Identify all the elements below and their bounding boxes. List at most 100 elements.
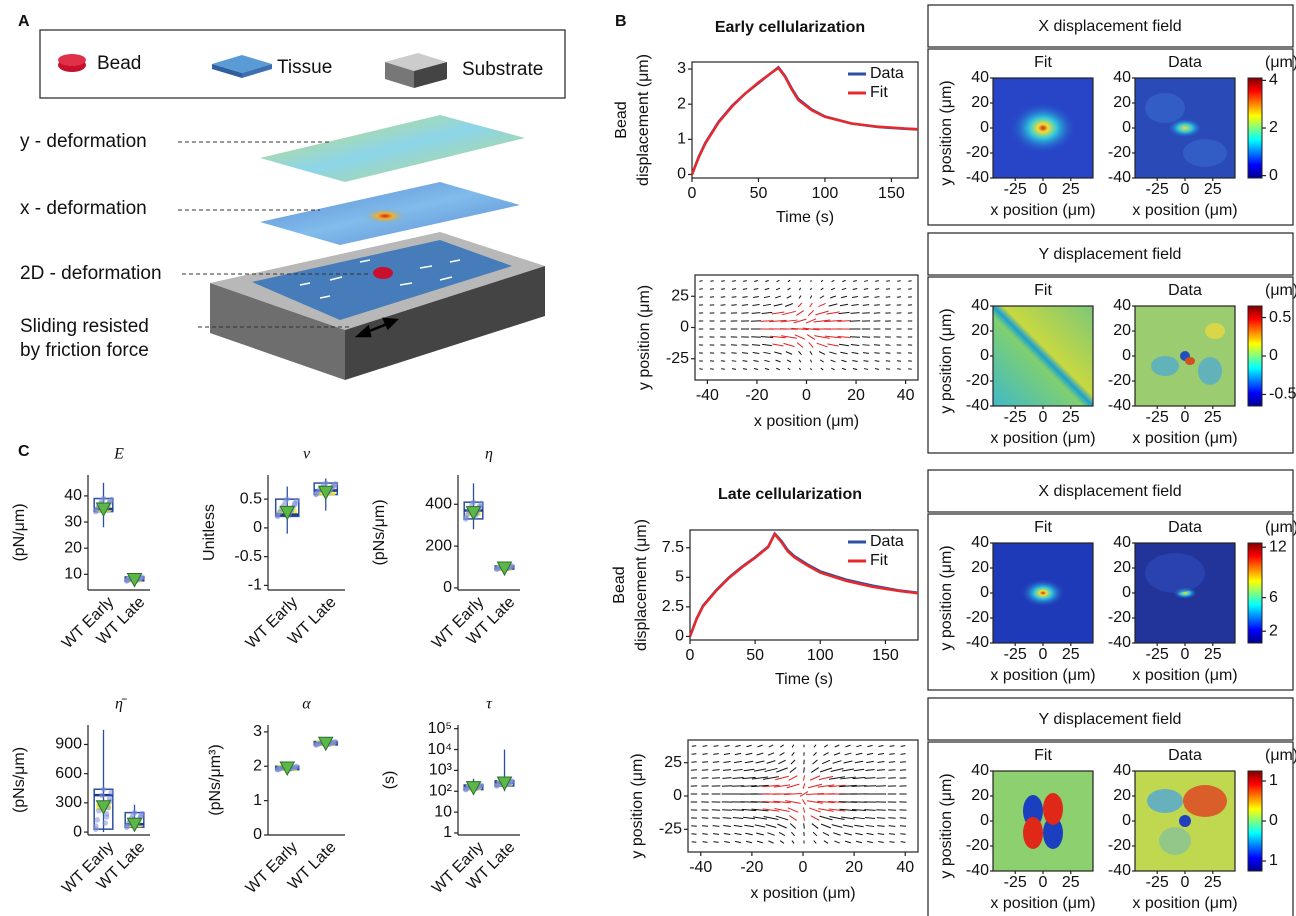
vector (889, 826, 896, 827)
vector (807, 335, 815, 340)
vector (732, 361, 737, 362)
vector (850, 337, 860, 338)
vector (863, 297, 868, 298)
vector (823, 832, 829, 835)
y-axis-label: y position (μm) (629, 753, 646, 858)
y-axis-label: y position (μm) (938, 80, 955, 185)
heatmap-image (993, 306, 1093, 406)
y-tick-label: 20 (1113, 559, 1131, 576)
heatmap-spot (1145, 93, 1185, 123)
y-tick-label: 7.5 (662, 539, 684, 556)
vector (692, 754, 697, 755)
colorbar-tick-label: 2 (1269, 622, 1278, 639)
vector (776, 768, 787, 772)
vector (788, 280, 790, 282)
vector (844, 833, 852, 835)
vector (842, 368, 846, 369)
y-tick-label: -20 (966, 144, 989, 161)
chart-title: ν (303, 446, 311, 463)
vector (732, 778, 743, 779)
vector (827, 344, 838, 346)
vector (813, 752, 816, 755)
vector (867, 745, 872, 746)
vector (864, 281, 868, 282)
plot-frame (695, 275, 918, 380)
x-tick-label: 25 (1062, 874, 1080, 891)
vector (811, 368, 812, 370)
y-tick-label: -20 (966, 372, 989, 389)
vector (767, 761, 776, 764)
y-tick-label: 25 (664, 754, 682, 771)
x-tick-label: -25 (1146, 409, 1169, 426)
vector (741, 313, 748, 314)
vector (900, 754, 905, 755)
y-tick-label: -1 (248, 577, 262, 594)
vector (733, 817, 743, 818)
x-tick-label: 40 (897, 387, 915, 404)
y-tick-label: 2 (253, 757, 262, 774)
x-tick-label: 25 (1062, 409, 1080, 426)
y-tick-label: 0 (253, 519, 262, 536)
x-tick-label: 50 (750, 185, 768, 202)
vector (809, 342, 813, 347)
vector (806, 319, 816, 323)
vector (814, 841, 816, 844)
y-tick-label: 0 (980, 812, 989, 829)
x-tick-label: 25 (1204, 181, 1222, 198)
vector (746, 745, 751, 746)
vector (780, 841, 784, 844)
sample-point (93, 508, 99, 514)
y-tick-label: 20 (971, 787, 989, 804)
figure: ABCBeadTissueSubstratey - deformationx -… (0, 0, 1296, 916)
vector (724, 746, 729, 747)
vector (772, 344, 783, 346)
vector (792, 752, 795, 755)
y-tick-label: 2 (677, 95, 686, 112)
vector (808, 310, 813, 315)
x-axis-label: x position (μm) (990, 895, 1095, 912)
y-tick-label: 25 (671, 287, 689, 304)
vector (703, 746, 708, 747)
x-tick-label: -25 (1004, 874, 1027, 891)
vector (791, 760, 795, 764)
vector (762, 344, 772, 345)
vector (723, 826, 731, 827)
vector (742, 353, 748, 354)
y-axis-label: y position (μm) (636, 285, 653, 390)
y-tick-label: 40 (971, 297, 989, 314)
vector (875, 361, 880, 362)
vector (863, 305, 869, 306)
y-tick-label: 20 (1113, 787, 1131, 804)
vector (721, 361, 725, 362)
y-tick-label: -40 (1108, 634, 1131, 651)
vector (841, 817, 855, 819)
sample-point (463, 515, 469, 521)
x-tick-label: -25 (1146, 874, 1169, 891)
y-tick-label: -25 (659, 821, 682, 838)
colorbar-tick-label: 12 (1269, 538, 1287, 555)
vector (832, 825, 843, 828)
image-title: Data (1168, 747, 1202, 764)
sample-point (292, 500, 298, 506)
vector (789, 776, 798, 781)
sample-point (130, 812, 136, 818)
x-tick-label: 150 (872, 647, 899, 664)
image-title: Fit (1034, 282, 1052, 299)
vector (853, 280, 857, 281)
y-tick-label: -20 (1108, 837, 1131, 854)
vector (821, 288, 824, 290)
schematic-label: Sliding resisted (20, 316, 149, 337)
vector (813, 832, 817, 836)
sample-point (95, 817, 101, 823)
heatmap-spot (1198, 357, 1222, 385)
vector (723, 762, 730, 763)
y-tick-label: -20 (1108, 144, 1131, 161)
vector (878, 754, 884, 755)
vector (703, 842, 708, 843)
vector (875, 281, 879, 282)
panel-title: Y displacement field (1039, 246, 1182, 263)
x-tick-label: 0 (1181, 409, 1190, 426)
vector (721, 281, 724, 282)
vector (874, 353, 879, 354)
vector (853, 817, 865, 818)
